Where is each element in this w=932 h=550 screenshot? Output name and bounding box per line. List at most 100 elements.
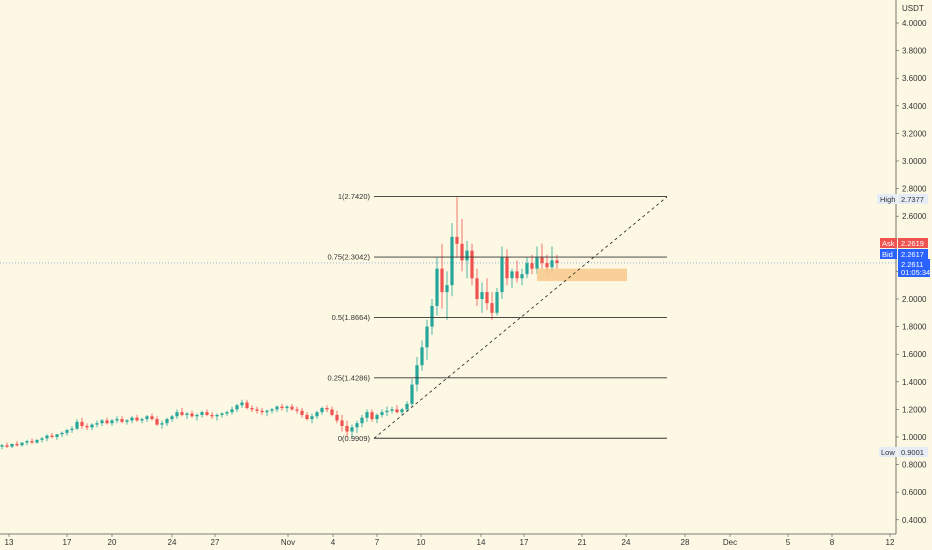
candle — [470, 243, 474, 286]
y-tick-label: 0.8000 — [902, 461, 927, 470]
x-tick-label: Dec — [723, 538, 737, 547]
candle — [125, 419, 129, 425]
candle — [540, 243, 544, 269]
candle — [270, 408, 274, 414]
candle-body — [255, 409, 259, 411]
candle-body — [290, 406, 294, 410]
candle-body — [85, 425, 89, 428]
candle — [110, 419, 114, 426]
candle — [360, 414, 364, 428]
y-tick-label: 2.8000 — [902, 185, 927, 194]
candle — [335, 410, 339, 424]
candle-body — [140, 419, 144, 421]
candle-body — [95, 423, 99, 425]
candle-body — [40, 438, 44, 440]
candle — [255, 406, 259, 414]
candle — [495, 287, 499, 316]
candle-body — [505, 257, 509, 279]
candle — [140, 417, 144, 424]
x-tick-label: 17 — [520, 538, 529, 547]
candle — [180, 408, 184, 417]
last-price-badge-bg — [898, 259, 930, 277]
candle — [550, 246, 554, 272]
candle — [5, 442, 9, 449]
candle-body — [285, 406, 289, 409]
candle — [45, 434, 49, 442]
candle — [525, 257, 529, 279]
candle-body — [405, 403, 409, 410]
candle-body — [305, 414, 309, 420]
candle-body — [240, 402, 244, 406]
candle-body — [50, 435, 54, 437]
candle-body — [225, 412, 229, 414]
candle — [35, 439, 39, 444]
candle-body — [495, 292, 499, 313]
y-tick-label: 2.6000 — [902, 212, 927, 221]
candle-body — [270, 409, 274, 411]
candle-body — [5, 445, 9, 447]
candle-body — [210, 414, 214, 417]
candle — [90, 423, 94, 431]
candle-body — [475, 278, 479, 299]
y-tick-label: 3.6000 — [902, 74, 927, 83]
candle — [450, 223, 454, 297]
candle-body — [60, 432, 64, 435]
candle — [0, 443, 4, 450]
bid-badge-label-bg — [880, 249, 897, 259]
x-tick-label: 4 — [331, 538, 336, 547]
candle-body — [80, 421, 84, 426]
y-tick-label: 3.4000 — [902, 102, 927, 111]
candle-body — [150, 416, 154, 420]
fib-level-label: 0.5(1.8664) — [332, 313, 371, 322]
candle — [315, 410, 319, 420]
candle-body — [375, 414, 379, 420]
candle-body — [55, 434, 59, 437]
x-tick-label: 10 — [417, 538, 426, 547]
candle — [390, 406, 394, 414]
x-tick-label: Nov — [281, 538, 295, 547]
candle-body — [370, 412, 374, 420]
ask-badge-label-bg — [880, 238, 897, 248]
candle-body — [145, 416, 149, 420]
candle-body — [345, 425, 349, 432]
candle-body — [310, 416, 314, 420]
candle — [195, 413, 199, 421]
x-tick-label: 20 — [108, 538, 117, 547]
candle — [400, 408, 404, 415]
candle — [230, 406, 234, 415]
candle-body — [435, 268, 439, 306]
support-zone[interactable] — [537, 268, 627, 282]
candle-body — [500, 257, 504, 293]
candle — [120, 416, 124, 424]
candle — [330, 406, 334, 417]
candle-body — [215, 414, 219, 417]
candle — [300, 408, 304, 418]
candle-body — [300, 410, 304, 415]
high-badge-label: High — [880, 195, 895, 204]
candle-body — [400, 409, 404, 413]
x-tick-label: 27 — [211, 538, 220, 547]
y-tick-label: 1.0000 — [902, 433, 927, 442]
candle — [65, 428, 69, 436]
candle-body — [485, 292, 489, 304]
ask-badge: Ask 2.2619 — [880, 238, 928, 248]
candle-body — [490, 303, 494, 313]
y-tick-label: 4.0000 — [902, 19, 927, 28]
candle — [225, 410, 229, 417]
candle — [455, 197, 459, 258]
fib-retracement[interactable]: 1(2.7420) 0.75(2.3042) 0.5(1.8664) 0.25(1.4… — [327, 192, 667, 443]
candle-body — [525, 263, 529, 275]
y-tick-label: 1.6000 — [902, 350, 927, 359]
candle-body — [335, 414, 339, 421]
candle-body — [465, 250, 469, 261]
candle — [215, 413, 219, 421]
candle-body — [45, 435, 49, 439]
candle — [70, 425, 74, 433]
candle-body — [355, 423, 359, 428]
candle — [425, 319, 429, 360]
candle — [75, 419, 79, 431]
candle — [280, 403, 284, 411]
x-tick-label: 24 — [168, 538, 177, 547]
x-tick-label: 13 — [5, 538, 14, 547]
